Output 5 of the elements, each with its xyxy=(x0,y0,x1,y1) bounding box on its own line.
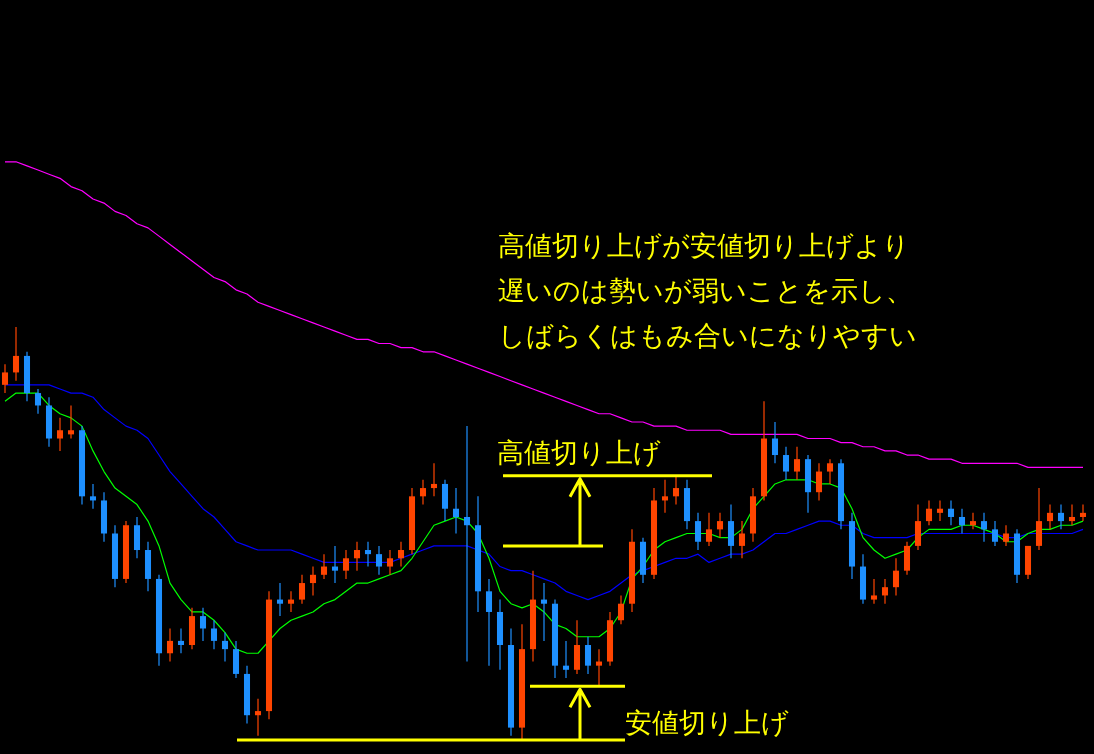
ref-line-label: 高値切り上げ xyxy=(497,436,661,468)
text: 遅いのは勢いが弱いことを示し、 xyxy=(498,275,913,306)
annotation: しばらくはもみ合いになりやすい xyxy=(498,320,917,351)
text: 高値切り上げが安値切り上げより xyxy=(498,230,910,261)
legend-label: 安値切り上げ xyxy=(625,707,789,739)
